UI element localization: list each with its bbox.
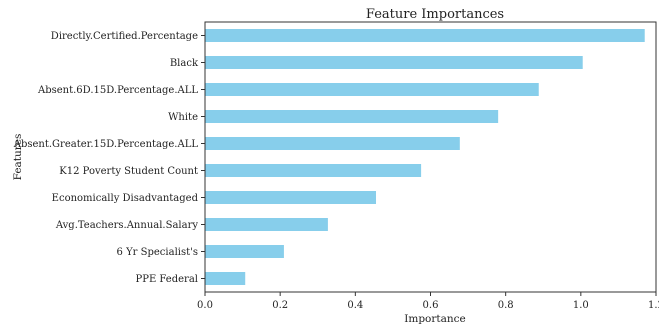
y-tick-label: Absent.Greater.15D.Percentage.ALL (13, 139, 199, 150)
y-tick-label: White (168, 112, 198, 123)
y-tick-label: Directly.Certified.Percentage (51, 31, 198, 42)
x-tick-label: 0.0 (197, 300, 213, 311)
y-tick-label: K12 Poverty Student Count (59, 166, 198, 177)
chart-title: Feature Importances (366, 7, 504, 22)
x-tick-label: 0.6 (423, 300, 439, 311)
y-tick-label: Black (170, 58, 199, 69)
bar (205, 218, 328, 231)
x-tick-label: 1.2 (648, 300, 659, 311)
y-tick-label: 6 Yr Specialist's (117, 247, 198, 258)
y-tick-label: Avg.Teachers.Annual.Salary (55, 220, 199, 231)
bar (205, 137, 460, 150)
bars-group (205, 29, 645, 285)
bar (205, 164, 422, 177)
bar (205, 29, 645, 42)
y-tick-label: Absent.6D.15D.Percentage.ALL (37, 85, 198, 96)
bar (205, 56, 583, 69)
y-tick-label: Economically Disadvantaged (52, 193, 199, 204)
x-tick-label: 0.8 (498, 300, 514, 311)
bar (205, 272, 246, 285)
x-tick-label: 1.0 (573, 300, 589, 311)
bar (205, 191, 377, 204)
y-tick-label: PPE Federal (135, 274, 198, 285)
plot-frame (204, 21, 657, 293)
x-axis-ticks: 0.0 0.2 0.4 0.6 0.8 1.0 1.2 (197, 292, 659, 311)
bar (205, 83, 539, 96)
x-axis-label: Importance (404, 313, 466, 325)
y-axis-label: Features (12, 134, 24, 181)
x-tick-label: 0.4 (347, 300, 363, 311)
y-axis-ticks: Directly.Certified.Percentage Black Absent… (13, 31, 205, 285)
bar (205, 245, 284, 258)
bar (205, 110, 499, 123)
x-tick-label: 0.2 (272, 300, 288, 311)
